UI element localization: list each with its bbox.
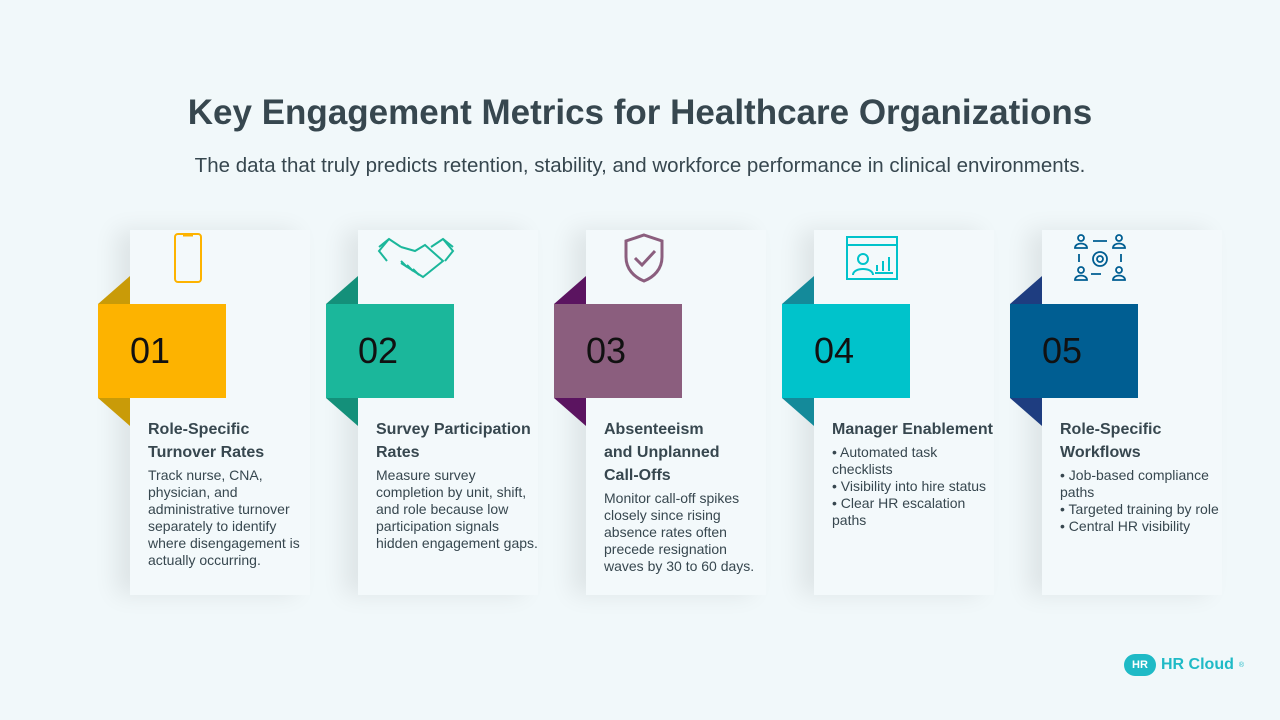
card-heading: Survey Participation Rates xyxy=(376,421,531,461)
metric-card: 04 Manager Enablement • Automated task c… xyxy=(782,230,1012,600)
smartphone-icon xyxy=(148,230,228,286)
step-number: 03 xyxy=(554,304,682,398)
card-description: Track nurse, CNA, physician, and adminis… xyxy=(148,467,300,568)
card-heading: Manager Enablement xyxy=(832,421,993,438)
metric-card: 02 Survey Participation Rates Measure su… xyxy=(326,230,556,600)
page-subtitle: The data that truly predicts retention, … xyxy=(194,154,1086,177)
metric-card: 05 Role-Specific Workflows • Job-based c… xyxy=(1010,230,1240,600)
card-description: Measure survey completion by unit, shift… xyxy=(376,467,538,551)
card-panel xyxy=(814,230,994,595)
ribbon-fold-top xyxy=(98,276,130,304)
step-number: 02 xyxy=(326,304,454,398)
ribbon-fold-bottom xyxy=(326,398,358,426)
page-title: Key Engagement Metrics for Healthcare Or… xyxy=(187,93,1093,132)
step-number: 04 xyxy=(782,304,910,398)
card-heading: Role-Specific Turnover Rates xyxy=(148,421,265,461)
workflow-gear-icon xyxy=(1060,230,1140,286)
metric-card: 01 Role-Specific Turnover Rates Track nu… xyxy=(98,230,328,600)
card-text: Role-Specific Workflows • Job-based comp… xyxy=(1060,418,1225,535)
card-panel xyxy=(586,230,766,595)
ribbon-fold-top xyxy=(554,276,586,304)
card-text: Manager Enablement • Automated task chec… xyxy=(832,418,997,529)
handshake-icon xyxy=(376,230,456,286)
ribbon-fold-top xyxy=(782,276,814,304)
card-panel xyxy=(130,230,310,595)
metric-card: 03 Absenteeism and Unplanned Call-Offs M… xyxy=(554,230,784,600)
card-heading: Absenteeism and Unplanned Call-Offs xyxy=(604,421,720,484)
card-heading: Role-Specific Workflows xyxy=(1060,421,1162,461)
logo-text: HR Cloud xyxy=(1161,656,1234,673)
card-description: • Automated task checklists • Visibility… xyxy=(832,444,987,528)
registered-mark: ® xyxy=(1238,661,1245,669)
ribbon-fold-top xyxy=(1010,276,1042,304)
card-description: Monitor call-off spikes closely since ri… xyxy=(604,490,755,574)
card-panel xyxy=(358,230,538,595)
ribbon-fold-bottom xyxy=(554,398,586,426)
card-text: Role-Specific Turnover Rates Track nurse… xyxy=(148,418,313,569)
card-description: • Job-based compliance paths • Targeted … xyxy=(1060,467,1219,534)
hr-cloud-logo: HR HR Cloud ® xyxy=(1124,654,1244,676)
ribbon-fold-top xyxy=(326,276,358,304)
card-panel xyxy=(1042,230,1222,595)
ribbon-fold-bottom xyxy=(98,398,130,426)
cloud-icon: HR xyxy=(1124,654,1156,676)
step-number: 05 xyxy=(1010,304,1138,398)
card-text: Survey Participation Rates Measure surve… xyxy=(376,418,541,552)
ribbon-fold-bottom xyxy=(1010,398,1042,426)
dashboard-user-icon xyxy=(832,230,912,286)
ribbon-fold-bottom xyxy=(782,398,814,426)
step-number: 01 xyxy=(98,304,226,398)
shield-check-icon xyxy=(604,230,684,286)
card-text: Absenteeism and Unplanned Call-Offs Moni… xyxy=(604,418,769,575)
